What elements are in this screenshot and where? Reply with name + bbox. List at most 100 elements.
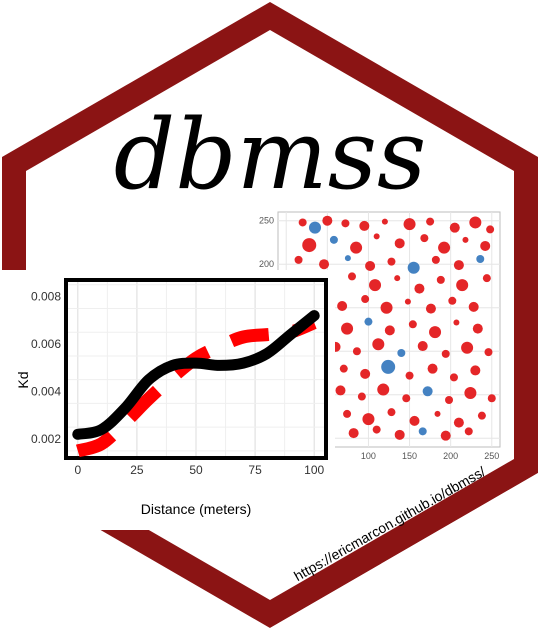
scatter-point <box>372 338 385 351</box>
scatter-point <box>440 430 451 441</box>
line-chart-x-tick-label: 25 <box>130 463 144 477</box>
scatter-point <box>449 222 460 233</box>
scatter-point <box>417 341 428 352</box>
scatter-point <box>394 429 405 440</box>
scatter-point <box>453 417 464 428</box>
line-chart-y-tick-label: 0.008 <box>31 290 61 304</box>
scatter-point <box>372 425 381 434</box>
scatter-point <box>352 347 361 356</box>
scatter-point <box>469 216 482 229</box>
line-chart: 0 25 50 75 100 0.002 0.004 0.006 0.008 Distance… <box>0 270 335 530</box>
line-chart-x-tick-labels: 0 25 50 75 100 <box>74 463 324 477</box>
scatter-x-tick-label: 100 <box>361 451 376 461</box>
scatter-point <box>427 363 438 374</box>
scatter-point <box>319 259 330 270</box>
scatter-point <box>322 215 333 226</box>
scatter-point <box>418 427 427 436</box>
scatter-point <box>476 255 485 263</box>
scatter-point <box>359 220 370 231</box>
sticker-title: dbmss <box>114 99 426 211</box>
scatter-point <box>364 317 373 326</box>
line-chart-y-tick-labels: 0.002 0.004 0.006 0.008 <box>31 290 61 446</box>
scatter-point <box>302 238 317 253</box>
scatter-point <box>448 296 457 305</box>
scatter-point <box>468 301 479 312</box>
scatter-point <box>373 233 380 240</box>
scatter-x-tick-label: 200 <box>443 451 458 461</box>
scatter-point <box>397 349 406 357</box>
line-chart-y-tick-label: 0.004 <box>31 385 61 399</box>
scatter-point <box>453 260 464 271</box>
scatter-point <box>329 235 338 244</box>
scatter-point <box>477 411 486 420</box>
url-stripe <box>270 473 538 628</box>
scatter-point <box>404 298 411 305</box>
scatter-point <box>472 323 483 334</box>
line-chart-x-tick-label: 100 <box>304 463 324 477</box>
scatter-point <box>414 283 425 294</box>
scatter-point <box>337 301 348 311</box>
scatter-point <box>341 219 350 228</box>
scatter-point <box>362 413 375 426</box>
scatter-point <box>294 255 303 264</box>
line-chart-gridlines <box>68 282 324 456</box>
scatter-point <box>403 218 416 231</box>
scatter-point <box>343 409 352 418</box>
scatter-point <box>464 387 477 400</box>
scatter-point <box>298 218 307 227</box>
scatter-point <box>341 322 354 335</box>
scatter-point <box>365 260 376 271</box>
scatter-point <box>464 427 473 436</box>
x-axis-label: Distance (meters) <box>141 501 251 517</box>
scatter-point <box>407 261 420 274</box>
scatter-point <box>453 319 460 326</box>
scatter-point <box>408 320 417 329</box>
scatter-point <box>381 359 396 374</box>
scatter-point <box>381 218 388 225</box>
scatter-point <box>434 410 441 417</box>
scatter-point <box>387 408 396 417</box>
scatter-point <box>409 415 420 426</box>
scatter-point <box>422 386 433 397</box>
scatter-point <box>425 303 436 314</box>
scatter-point <box>350 241 363 254</box>
scatter-point <box>309 221 321 234</box>
scatter-point <box>335 385 346 396</box>
url-stripe-band <box>270 473 538 628</box>
scatter-point <box>360 368 371 379</box>
scatter-point <box>482 274 491 283</box>
scatter-point <box>480 240 491 251</box>
scatter-point <box>486 225 495 234</box>
scatter-point <box>380 301 393 314</box>
scatter-point <box>377 383 390 396</box>
scatter-point <box>429 326 442 339</box>
scatter-point <box>487 394 496 403</box>
scatter-y-tick-label: 250 <box>259 216 274 226</box>
scatter-point <box>384 325 395 336</box>
scatter-point <box>462 236 469 243</box>
scatter-point <box>405 371 414 380</box>
scatter-point <box>348 428 359 439</box>
scatter-point <box>461 341 474 354</box>
scatter-point <box>456 279 469 292</box>
scatter-point <box>420 234 429 243</box>
scatter-point <box>402 394 411 403</box>
scatter-point <box>445 396 454 404</box>
scatter-point <box>431 255 440 264</box>
line-chart-x-tick-label: 0 <box>74 463 81 477</box>
scatter-x-tick-label: 250 <box>484 451 499 461</box>
scatter-point <box>470 365 481 376</box>
scatter-point <box>344 255 351 262</box>
scatter-point <box>394 275 401 282</box>
scatter-y-tick-label: 200 <box>259 259 274 269</box>
line-chart-x-tick-label: 50 <box>189 463 203 477</box>
line-chart-y-tick-label: 0.002 <box>31 432 61 446</box>
scatter-point <box>339 364 348 373</box>
scatter-point <box>394 238 405 249</box>
scatter-point <box>357 392 366 401</box>
solid-series-line <box>72 310 320 440</box>
scatter-point <box>436 275 445 284</box>
scatter-point <box>441 349 450 358</box>
scatter-y-tick-labels: 250 200 <box>259 216 274 270</box>
